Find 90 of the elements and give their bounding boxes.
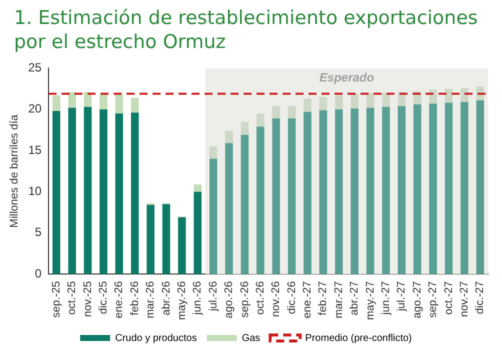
x-tick-label: may.-26 <box>176 281 188 320</box>
bar <box>115 113 124 274</box>
y-axis-title: Millones de barriles día <box>8 114 21 228</box>
bar <box>194 192 202 274</box>
bar <box>209 158 218 274</box>
x-tick-label: feb.-26 <box>128 281 141 316</box>
x-tick-label: sep.-27 <box>427 281 440 318</box>
x-tick-label: jun.-27 <box>380 281 392 316</box>
y-tick-label: 5 <box>34 225 42 240</box>
bar <box>115 94 124 114</box>
legend-label: Promedio (pre-conflicto) <box>305 332 412 344</box>
bar <box>350 94 358 109</box>
bar <box>350 108 358 274</box>
legend-label: Gas <box>242 332 260 344</box>
y-tick-label: 25 <box>28 60 42 75</box>
bar <box>240 122 249 135</box>
bar <box>178 217 186 274</box>
x-tick-label: nov.-26 <box>270 281 282 317</box>
x-tick-label: ago.-27 <box>411 281 424 318</box>
bar <box>272 106 280 118</box>
bar <box>460 88 468 102</box>
bar <box>382 92 390 107</box>
x-tick-label: oct.-27 <box>442 281 455 315</box>
bar <box>460 102 468 274</box>
x-tick-label: ene.-27 <box>302 281 314 318</box>
bar <box>130 98 139 113</box>
bar <box>335 109 343 274</box>
bar <box>194 184 202 192</box>
chart-title: 1. Estimación de restablecimiento exportaciones por el estrecho Ormuz <box>14 6 479 55</box>
bar <box>288 118 296 274</box>
bar <box>304 98 312 112</box>
x-tick-label: nov.-27 <box>458 281 470 317</box>
bar <box>366 92 374 108</box>
y-tick-label: 15 <box>28 142 42 157</box>
bar <box>304 112 312 274</box>
x-tick-label: ene.-26 <box>113 281 126 318</box>
bar <box>319 97 328 110</box>
bar <box>162 204 170 274</box>
bar <box>146 204 154 274</box>
bar <box>288 106 296 118</box>
bar <box>52 95 60 112</box>
x-tick-label: ago.-26 <box>223 281 236 318</box>
x-tick-label: may.-27 <box>364 281 376 320</box>
bar <box>382 106 390 274</box>
bar <box>429 104 437 274</box>
bar <box>444 88 453 103</box>
bar <box>52 111 60 274</box>
x-tick-label: sep.-26 <box>238 281 251 318</box>
bar <box>429 90 437 104</box>
x-tick-label: dic.-26 <box>286 281 298 314</box>
bar <box>366 108 374 274</box>
x-tick-label: sep.-25 <box>50 281 62 318</box>
x-tick-label: jul.-27 <box>396 281 408 312</box>
legend-label: Crudo y productos <box>115 332 197 344</box>
bar <box>130 112 139 274</box>
x-tick-label: mar.-27 <box>332 281 345 318</box>
y-tick-label: 0 <box>34 266 42 280</box>
x-tick-label: oct.-25 <box>66 281 78 315</box>
x-tick-label: oct.-26 <box>254 281 266 315</box>
bar <box>68 92 76 108</box>
x-tick-label: dic.-25 <box>98 281 110 314</box>
bar <box>68 108 76 274</box>
x-tick-label: abr.-27 <box>348 281 361 316</box>
bar <box>272 118 280 274</box>
bar <box>225 143 233 274</box>
bar <box>240 134 249 274</box>
x-tick-label: feb.-27 <box>317 281 330 316</box>
x-tick-label: mar.-26 <box>144 281 157 318</box>
bar <box>319 110 328 274</box>
x-tick-label: nov.-25 <box>82 281 94 317</box>
bar <box>100 109 108 274</box>
bar <box>398 106 406 274</box>
y-tick-label: 10 <box>28 184 42 198</box>
x-tick-label: dic.-27 <box>474 281 486 314</box>
bar <box>476 100 484 274</box>
bar <box>225 130 233 144</box>
bar <box>209 146 218 159</box>
x-tick-label: jun.-26 <box>192 281 204 316</box>
bar <box>84 92 92 107</box>
bar <box>256 126 264 274</box>
bar <box>444 102 453 274</box>
bar <box>413 104 422 274</box>
x-tick-label: abr.-26 <box>160 281 172 316</box>
bar <box>100 94 108 110</box>
x-tick-label: jul.-26 <box>207 281 220 312</box>
bar <box>84 106 92 274</box>
bar <box>335 95 343 110</box>
bar <box>256 113 264 127</box>
band-label: Esperado <box>319 70 374 85</box>
y-tick-label: 20 <box>28 102 42 116</box>
